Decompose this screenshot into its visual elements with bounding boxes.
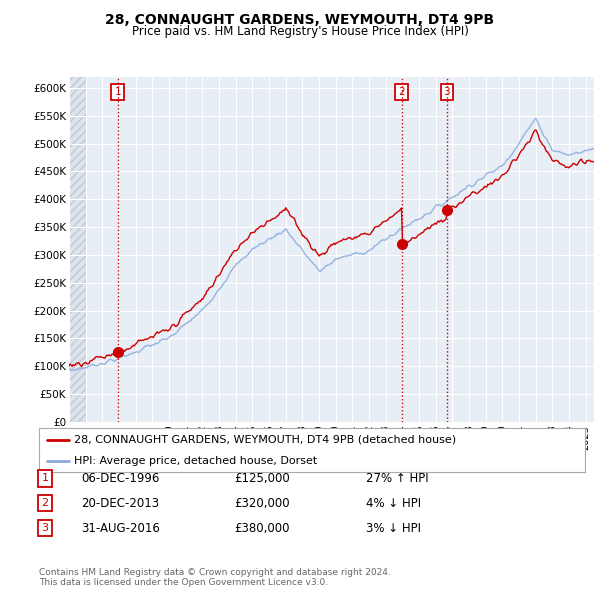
Text: 3: 3 (443, 87, 450, 97)
Text: 06-DEC-1996: 06-DEC-1996 (81, 472, 160, 485)
Text: 20-DEC-2013: 20-DEC-2013 (81, 497, 159, 510)
Text: 31-AUG-2016: 31-AUG-2016 (81, 522, 160, 535)
Text: 2: 2 (41, 499, 49, 508)
Text: 3% ↓ HPI: 3% ↓ HPI (366, 522, 421, 535)
Text: 3: 3 (41, 523, 49, 533)
Text: 1: 1 (115, 87, 121, 97)
Text: 2: 2 (398, 87, 405, 97)
Text: 28, CONNAUGHT GARDENS, WEYMOUTH, DT4 9PB: 28, CONNAUGHT GARDENS, WEYMOUTH, DT4 9PB (106, 13, 494, 27)
Text: 28, CONNAUGHT GARDENS, WEYMOUTH, DT4 9PB (detached house): 28, CONNAUGHT GARDENS, WEYMOUTH, DT4 9PB… (74, 435, 457, 445)
Text: Price paid vs. HM Land Registry's House Price Index (HPI): Price paid vs. HM Land Registry's House … (131, 25, 469, 38)
Text: HPI: Average price, detached house, Dorset: HPI: Average price, detached house, Dors… (74, 456, 318, 466)
Text: £380,000: £380,000 (234, 522, 290, 535)
Bar (69, 77, 86, 422)
Text: £125,000: £125,000 (234, 472, 290, 485)
Text: 27% ↑ HPI: 27% ↑ HPI (366, 472, 428, 485)
Text: £320,000: £320,000 (234, 497, 290, 510)
Text: 1: 1 (41, 474, 49, 483)
Text: 4% ↓ HPI: 4% ↓ HPI (366, 497, 421, 510)
Text: Contains HM Land Registry data © Crown copyright and database right 2024.
This d: Contains HM Land Registry data © Crown c… (39, 568, 391, 587)
